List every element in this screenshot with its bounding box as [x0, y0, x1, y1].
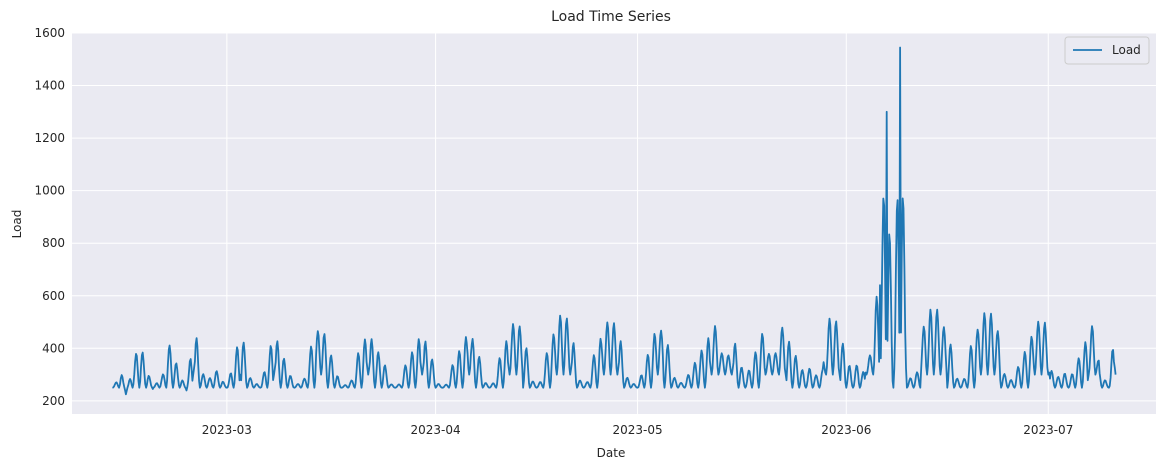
x-tick-label: 2023-07	[1023, 423, 1073, 437]
y-tick-label: 600	[42, 289, 65, 303]
y-axis-title: Load	[10, 210, 24, 239]
chart-title: Load Time Series	[551, 9, 671, 25]
x-tick-label: 2023-06	[821, 423, 871, 437]
y-tick-label: 1000	[34, 184, 65, 198]
x-tick-label: 2023-05	[612, 423, 662, 437]
y-tick-label: 200	[42, 394, 65, 408]
y-tick-label: 1600	[34, 26, 65, 40]
legend-box	[1064, 36, 1150, 65]
y-tick-label: 1400	[34, 79, 65, 93]
y-tick-labels: 200 400 600 800 1000 1200 1400 1600	[34, 26, 65, 408]
x-axis-title: Date	[597, 446, 626, 460]
series-line-load	[112, 46, 1117, 396]
x-tick-labels: 2023-03 2023-04 2023-05 2023-06 2023-07	[202, 423, 1074, 437]
y-tick-label: 400	[42, 341, 65, 355]
y-tick-label: 800	[42, 236, 65, 250]
grid	[72, 32, 1156, 414]
y-tick-label: 1200	[34, 131, 65, 145]
x-tick-label: 2023-03	[202, 423, 252, 437]
x-tick-label: 2023-04	[411, 423, 461, 437]
legend-label-load: Load	[1112, 43, 1141, 57]
legend: Load	[1064, 36, 1150, 65]
